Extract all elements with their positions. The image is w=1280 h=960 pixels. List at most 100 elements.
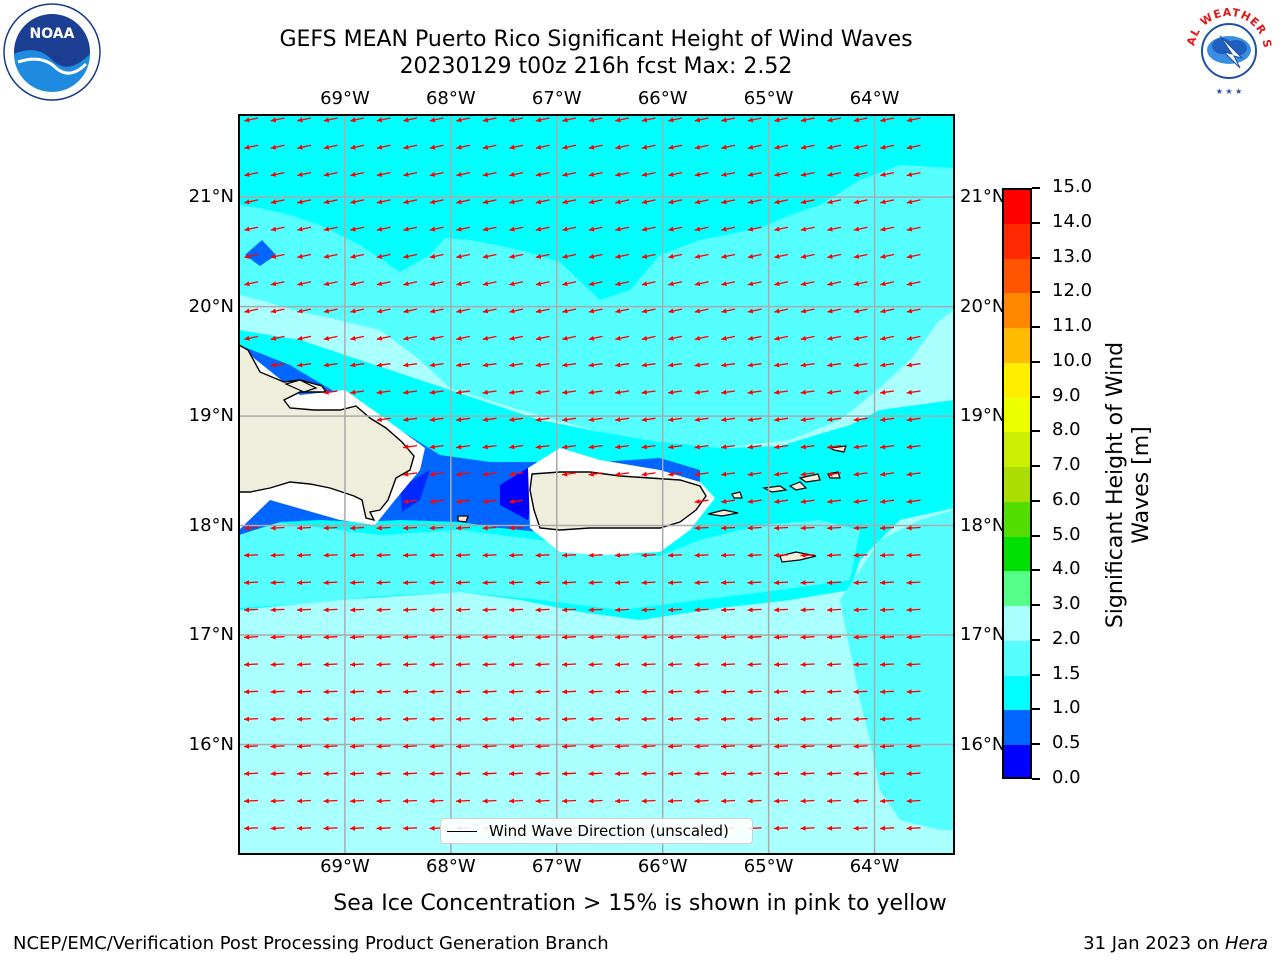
wind-arrow [562,362,577,368]
wind-arrow [800,144,815,150]
wind-arrow [482,281,497,287]
wind-arrow [773,525,789,531]
colorbar-segment [1004,361,1030,398]
wind-arrow [694,253,709,259]
colorbar-tick-label: 0.5 [1052,732,1081,754]
colorbar-tick-mark [1032,221,1040,224]
colorbar-tick-mark [1032,534,1040,537]
wind-arrow [403,117,418,123]
wind-arrow [879,525,895,531]
wind-arrow [694,798,709,804]
colorbar-tick-label: 12.0 [1052,280,1093,302]
wind-arrow [350,389,365,395]
wind-arrow [826,771,842,777]
wind-arrow [588,253,603,259]
wind-arrow [535,552,550,558]
wind-arrow [402,525,418,531]
wind-arrow [588,444,603,450]
wind-arrow [482,226,497,232]
wind-arrow [456,199,471,205]
wind-arrow [721,171,736,177]
wind-arrow [297,117,312,123]
wind-arrow [774,199,789,205]
wind-arrow [615,226,630,232]
wind-arrow [773,798,789,804]
wind-arrow [826,743,842,749]
wind-arrow [456,171,471,177]
wind-arrow [641,362,656,368]
wind-arrow [747,525,762,531]
wind-arrow [456,362,471,368]
wind-arrow [296,716,312,722]
wind-arrow [323,117,338,123]
wind-arrow [774,171,789,177]
wind-arrow [588,634,603,640]
wind-arrow [270,226,285,232]
wind-arrow [243,798,259,804]
lat-tick-label: 16°N [188,733,234,755]
wind-arrow [694,308,709,314]
wind-arrow [455,771,471,777]
wind-arrow [694,716,709,722]
run-date: 31 Jan 2023 on Hera [1083,933,1268,955]
wind-arrow [535,798,550,804]
wind-arrow [429,171,444,177]
wind-arrow [800,417,815,423]
wind-arrow [906,444,921,450]
wind-arrow [349,661,365,667]
wind-arrow [827,117,842,123]
wind-arrow [455,607,471,613]
wind-arrow [456,144,471,150]
wind-arrow [721,253,736,259]
lon-tick-label: 66°W [637,856,688,877]
wind-arrow [879,689,895,695]
wind-arrow [827,281,842,287]
wind-arrow [853,389,868,395]
colorbar-segment [1004,190,1030,224]
wind-arrow [747,444,762,450]
wind-arrow [853,226,868,232]
wind-arrow [747,580,762,586]
wind-arrow [429,498,444,504]
wind-arrow [906,144,921,150]
wind-arrow [535,444,550,450]
wind-arrow [906,308,921,314]
wind-arrow [243,634,259,640]
wind-arrow [800,281,815,287]
wind-arrow [668,253,683,259]
wind-arrow [429,444,444,450]
wind-arrow [429,661,444,667]
wind-arrow [668,471,683,477]
wind-arrow [668,281,683,287]
wind-arrow [827,335,842,341]
wind-arrow [297,226,312,232]
wind-arrow [429,607,444,613]
wind-arrow [561,661,577,667]
wind-arrow [800,444,815,450]
wind-arrow [614,689,630,695]
wind-arrow [747,335,762,341]
wind-arrow [429,253,444,259]
wind-arrow [774,471,789,477]
wind-arrow [694,335,709,341]
wind-arrow [879,716,895,722]
colorbar-segment [1004,674,1030,711]
wind-arrow [270,199,285,205]
wind-arrow [853,634,868,640]
wind-arrow [455,525,471,531]
wind-arrow [561,552,577,558]
wind-arrow [456,471,471,477]
wind-arrow [694,444,709,450]
wind-arrow [509,281,524,287]
wind-arrow [456,281,471,287]
wind-arrow [641,226,656,232]
colorbar-tick-mark [1032,187,1040,189]
wind-arrow [641,634,656,640]
wind-arrow [747,281,762,287]
map-border [238,114,955,855]
wind-arrow [747,199,762,205]
wind-arrow [270,634,285,640]
wind-arrow [323,308,338,314]
wind-arrow [615,199,630,205]
